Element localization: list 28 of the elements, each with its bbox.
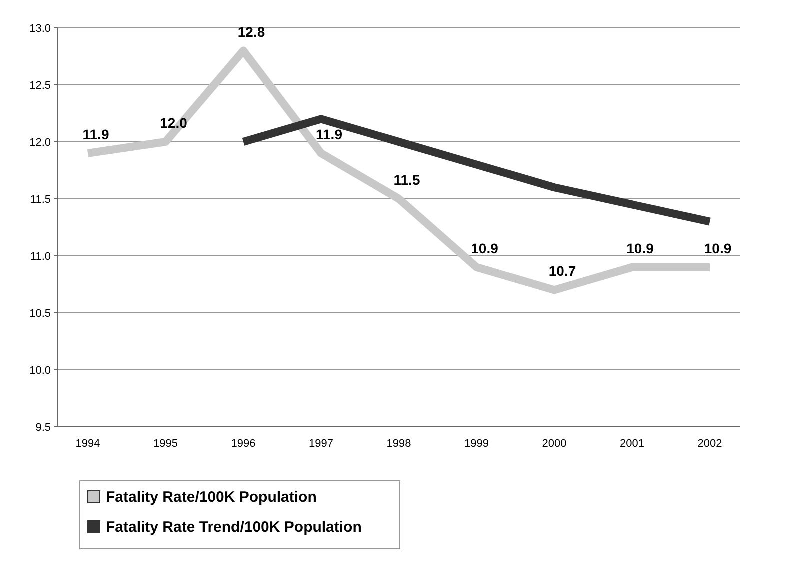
data-label: 12.0 <box>160 115 188 131</box>
y-tick-label: 12.0 <box>30 136 51 149</box>
x-tick-label: 1996 <box>231 438 256 450</box>
y-tick-label: 11.5 <box>30 194 51 206</box>
x-tick-label: 1998 <box>386 438 412 450</box>
x-tick-label: 1999 <box>464 438 489 450</box>
y-tick-label: 10.0 <box>30 364 51 377</box>
y-tick-label: 11.0 <box>30 250 51 263</box>
data-label: 11.9 <box>316 126 343 142</box>
data-label: 10.9 <box>471 240 499 256</box>
x-tick-label: 1994 <box>76 438 100 450</box>
x-tick-label: 1997 <box>309 438 334 450</box>
data-label: 11.9 <box>82 126 110 142</box>
y-tick-label: 9.5 <box>36 422 51 434</box>
y-tick-label: 12.5 <box>30 80 51 92</box>
data-label: 12.8 <box>238 24 266 40</box>
x-tick-label: 2002 <box>698 438 722 450</box>
y-tick-label: 13.0 <box>30 22 51 35</box>
x-tick-label: 1995 <box>154 438 178 450</box>
y-tick-label: 10.5 <box>30 308 51 320</box>
x-tick-label: 2001 <box>620 438 644 450</box>
legend-label: Fatality Rate/100K Population <box>106 489 317 506</box>
data-label: 10.9 <box>704 240 732 256</box>
data-label: 10.7 <box>548 263 576 280</box>
data-label: 10.9 <box>626 240 654 256</box>
data-label: 11.5 <box>394 172 420 188</box>
x-tick-label: 2000 <box>542 438 567 450</box>
legend-label: Fatality Rate Trend/100K Population <box>106 519 362 536</box>
